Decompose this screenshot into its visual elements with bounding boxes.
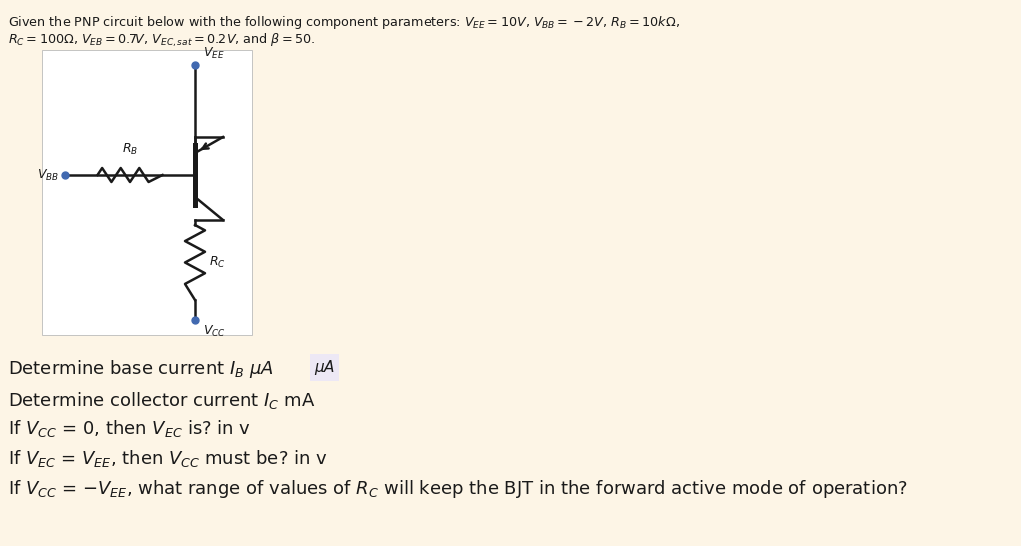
Text: If $V_{CC}$ = 0, then $V_{EC}$ is? in v: If $V_{CC}$ = 0, then $V_{EC}$ is? in v bbox=[8, 418, 251, 439]
Text: $V_{EE}$: $V_{EE}$ bbox=[203, 46, 225, 61]
Text: Determine collector current $I_C$ mA: Determine collector current $I_C$ mA bbox=[8, 390, 315, 411]
Text: $R_C$: $R_C$ bbox=[209, 255, 226, 270]
Text: $V_{BB}$: $V_{BB}$ bbox=[37, 168, 59, 182]
Text: $R_C=100\Omega$, $V_{EB}=0.7V$, $V_{EC,sat}=0.2V$, and $\beta=50$.: $R_C=100\Omega$, $V_{EB}=0.7V$, $V_{EC,s… bbox=[8, 32, 315, 49]
Text: If $V_{EC}$ = $V_{EE}$, then $V_{CC}$ must be? in v: If $V_{EC}$ = $V_{EE}$, then $V_{CC}$ mu… bbox=[8, 448, 328, 469]
Text: If $V_{CC}$ = $-V_{EE}$, what range of values of $R_C$ will keep the BJT in the : If $V_{CC}$ = $-V_{EE}$, what range of v… bbox=[8, 478, 908, 500]
Text: $\mu\mathit{A}$: $\mu\mathit{A}$ bbox=[314, 358, 335, 377]
Text: $R_B$: $R_B$ bbox=[121, 142, 138, 157]
Text: Determine base current $I_B$ $\mu\mathit{A}$: Determine base current $I_B$ $\mu\mathit… bbox=[8, 358, 274, 380]
Bar bbox=[42, 50, 252, 335]
Text: Given the PNP circuit below with the following component parameters: $V_{EE}=10V: Given the PNP circuit below with the fol… bbox=[8, 14, 680, 31]
Text: $V_{CC}$: $V_{CC}$ bbox=[203, 324, 226, 339]
